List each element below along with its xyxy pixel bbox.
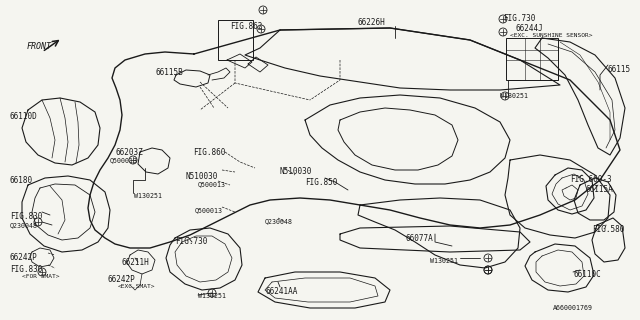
Text: N510030: N510030 bbox=[185, 172, 218, 181]
Text: 66180: 66180 bbox=[10, 176, 33, 185]
Text: <FOR SMAT>: <FOR SMAT> bbox=[22, 274, 60, 279]
Text: Q500013: Q500013 bbox=[110, 157, 138, 163]
Text: W130251: W130251 bbox=[198, 293, 226, 299]
Text: 66110C: 66110C bbox=[573, 270, 601, 279]
Text: W130251: W130251 bbox=[430, 258, 458, 264]
Text: 66115A: 66115A bbox=[585, 185, 612, 194]
Text: A660001769: A660001769 bbox=[553, 305, 593, 311]
Text: FIG.730: FIG.730 bbox=[503, 14, 536, 23]
Text: N510030: N510030 bbox=[280, 167, 312, 176]
Text: FRONT: FRONT bbox=[27, 42, 52, 51]
Text: FIG.860: FIG.860 bbox=[193, 148, 225, 157]
Text: 66242P: 66242P bbox=[107, 275, 135, 284]
Text: FIG.830: FIG.830 bbox=[10, 265, 42, 274]
Text: FIG.862: FIG.862 bbox=[230, 22, 262, 31]
Text: 66244J: 66244J bbox=[516, 24, 544, 33]
Text: W130251: W130251 bbox=[134, 193, 162, 199]
Text: 66115B: 66115B bbox=[155, 68, 183, 77]
Text: 66226H: 66226H bbox=[358, 18, 386, 27]
Text: 66241AA: 66241AA bbox=[265, 287, 298, 296]
Text: FIG.660-3: FIG.660-3 bbox=[570, 175, 612, 184]
Text: FIG.730: FIG.730 bbox=[175, 237, 207, 246]
Text: Q230048: Q230048 bbox=[10, 222, 38, 228]
Text: Q500013: Q500013 bbox=[195, 207, 223, 213]
Text: FIG.580: FIG.580 bbox=[592, 225, 625, 234]
Text: 66110D: 66110D bbox=[10, 112, 38, 121]
Bar bbox=[506, 38, 558, 80]
Text: FIG.850: FIG.850 bbox=[305, 178, 337, 187]
Text: 66077A: 66077A bbox=[405, 234, 433, 243]
Text: FIG.830: FIG.830 bbox=[10, 212, 42, 221]
Text: 66115: 66115 bbox=[607, 65, 630, 74]
Text: <EXC. SUNSHINE SENSOR>: <EXC. SUNSHINE SENSOR> bbox=[510, 33, 593, 38]
Text: 66211H: 66211H bbox=[122, 258, 150, 267]
Text: Q230048: Q230048 bbox=[265, 218, 293, 224]
Text: Q500013: Q500013 bbox=[198, 181, 226, 187]
Text: W130251: W130251 bbox=[500, 93, 528, 99]
Text: 66203Z: 66203Z bbox=[115, 148, 143, 157]
Text: 66242P: 66242P bbox=[10, 253, 38, 262]
Text: <EXC.SMAT>: <EXC.SMAT> bbox=[118, 284, 156, 289]
Bar bbox=[218, 20, 253, 60]
